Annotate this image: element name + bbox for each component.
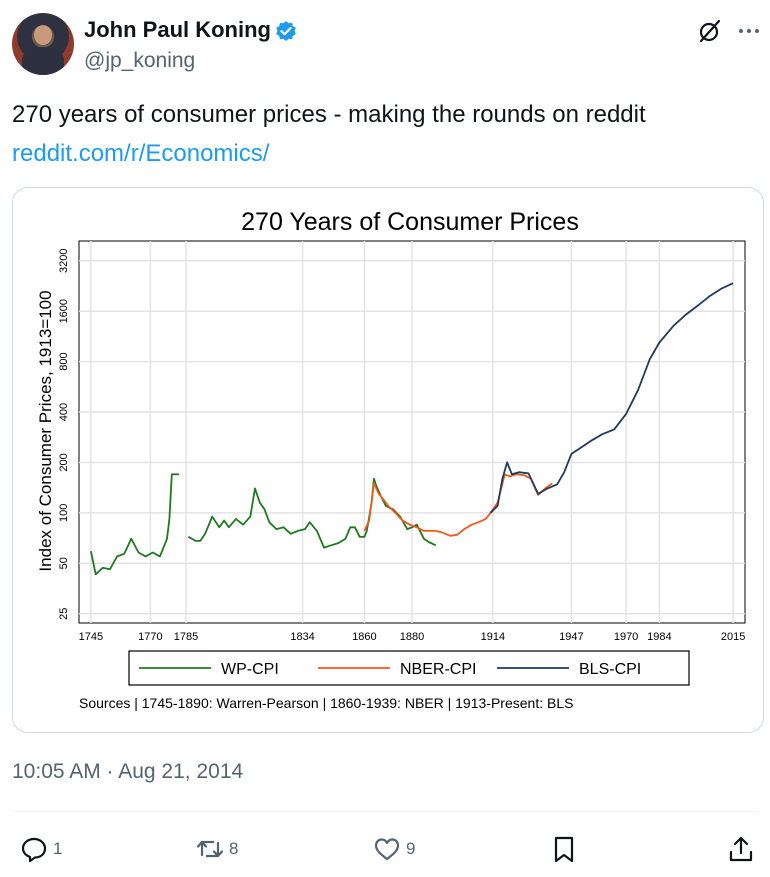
verified-badge-icon[interactable] [275, 20, 297, 42]
y-tick-label: 3200 [58, 249, 70, 273]
series-line-bls-cpi [489, 282, 734, 514]
x-tick-label: 1880 [400, 631, 424, 643]
like-count: 9 [406, 839, 416, 858]
series-line-nber-cpi [363, 473, 553, 537]
reply-icon [21, 837, 47, 863]
avatar-body [22, 47, 64, 75]
x-tick-label: 1947 [559, 631, 583, 643]
avatar-face [34, 25, 52, 45]
legend-label: WP-CPI [221, 661, 279, 678]
x-tick-label: 1834 [290, 631, 314, 643]
y-tick-label: 1600 [58, 299, 70, 323]
y-tick-label: 50 [58, 557, 70, 569]
timestamp[interactable]: 10:05 AM · Aug 21, 2014 [12, 760, 244, 783]
x-tick-label: 2015 [721, 631, 745, 643]
source-note: Sources | 1745-1890: Warren-Pearson | 18… [79, 695, 573, 711]
chart-title: 270 Years of Consumer Prices [241, 208, 579, 236]
y-tick-label: 100 [58, 504, 70, 522]
bookmark-icon [554, 836, 574, 863]
y-tick-labels: 25 50 100 200 400 800 1600 3200 [58, 249, 70, 620]
legend-label: BLS-CPI [579, 661, 641, 678]
bookmark-button[interactable] [550, 833, 578, 865]
like-icon [374, 838, 400, 861]
x-tick-label: 1745 [79, 631, 103, 643]
more-icon[interactable] [736, 19, 762, 43]
x-tick-label: 1785 [174, 631, 198, 643]
x-tick-label: 1770 [138, 631, 162, 643]
x-tick-label: 1970 [614, 631, 638, 643]
repost-icon [196, 840, 224, 858]
y-tick-label: 200 [58, 453, 70, 471]
share-icon [729, 836, 753, 862]
legend-box [128, 650, 690, 686]
y-axis-label: Index of Consumer Prices, 1913=100 [36, 290, 55, 571]
y-tick-label: 800 [58, 352, 70, 370]
x-tick-label: 1984 [647, 631, 671, 643]
x-tick-labels: 1745 1770 1785 1834 1860 1880 1914 1947 1970 1984… [79, 631, 746, 643]
divider [12, 811, 758, 812]
grok-icon[interactable] [698, 19, 722, 43]
handle[interactable]: @jp_koning [84, 49, 196, 72]
like-button[interactable]: 9 [373, 833, 415, 865]
series-lines [90, 282, 734, 576]
share-button[interactable] [727, 833, 755, 865]
x-tick-label: 1860 [352, 631, 376, 643]
y-tick-label: 25 [58, 608, 70, 620]
reply-button[interactable]: 1 [20, 833, 62, 865]
tweet-link[interactable]: reddit.com/r/Economics/ [12, 140, 270, 167]
legend-label: NBER-CPI [400, 661, 476, 678]
media-card[interactable]: 270 Years of Consumer Prices 25 50 100 200 4… [12, 187, 764, 733]
display-name[interactable]: John Paul Koning [84, 17, 271, 42]
consumer-price-chart: 270 Years of Consumer Prices 25 50 100 200 4… [36, 208, 746, 711]
avatar[interactable] [12, 13, 74, 75]
y-tick-label: 400 [58, 403, 70, 421]
legend: WP-CPI NBER-CPI BLS-CPI [139, 661, 641, 678]
x-tick-label: 1914 [481, 631, 505, 643]
tweet-text: 270 years of consumer prices - making th… [12, 101, 646, 128]
repost-count: 8 [229, 839, 239, 858]
grid-lines [79, 241, 745, 623]
reply-count: 1 [53, 839, 63, 858]
repost-button[interactable]: 8 [196, 833, 238, 865]
